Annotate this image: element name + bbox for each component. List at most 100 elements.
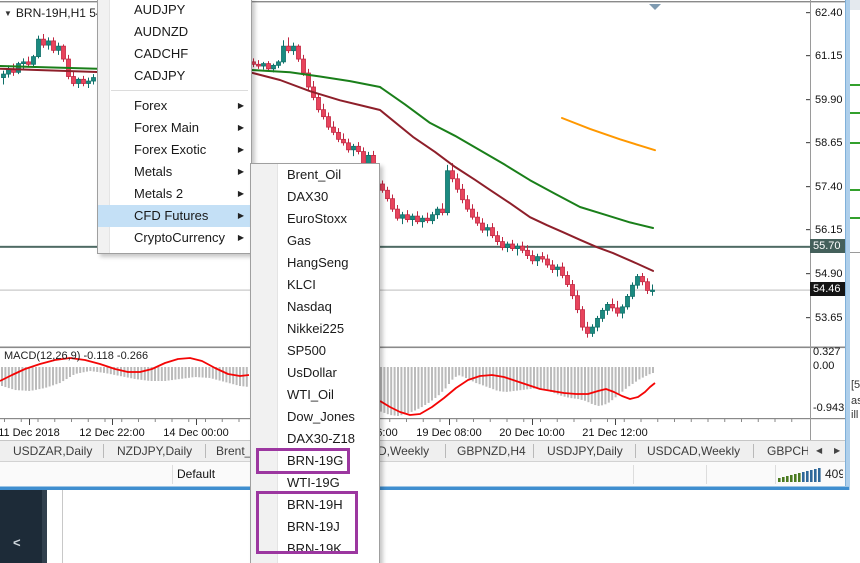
window-right-border (845, 0, 850, 490)
macd-tick-label: 0.00 (813, 360, 835, 372)
price-tick-label: 57.40 (815, 181, 843, 193)
background-chart-dash (850, 189, 860, 191)
menu-item-cryptocurrency[interactable]: CryptoCurrency ▶ (98, 227, 251, 249)
menu-item-brn-19g[interactable]: BRN-19G (287, 453, 344, 468)
menu-item-metals[interactable]: Metals ▶ (98, 161, 251, 183)
chart-tab-gbpnzd-h4[interactable]: GBPNZD,H4 (457, 444, 526, 458)
menu-item-gas[interactable]: Gas (287, 233, 311, 248)
ma-slow-green (0, 65, 654, 229)
menu-item-dow-jones[interactable]: Dow_Jones (287, 409, 355, 424)
price-tick-label: 56.15 (815, 224, 843, 236)
menu-item-nikkei225[interactable]: Nikkei225 (287, 321, 345, 336)
chart-title: ▼BRN-19H,H1 54.3 (4, 6, 98, 20)
time-tick-label: 20 Dec 10:00 (499, 427, 565, 439)
annotation-box-brn19hjk (256, 491, 358, 554)
price-tick-label: 61.15 (815, 50, 843, 62)
background-text-fragment: [5 (851, 379, 860, 391)
price-tick-label: 54.90 (815, 268, 843, 280)
menu-item-cfd-futures[interactable]: CFD Futures ▶ (98, 205, 251, 227)
chart-tab-usdzar-daily[interactable]: USDZAR,Daily (13, 444, 93, 458)
menu-item-brn-19h[interactable]: BRN-19H (287, 497, 343, 512)
menu-item-cadjpy[interactable]: CADJPY (134, 68, 186, 83)
price-axis[interactable]: 62.40 61.15 59.90 58.65 57.40 56.15 54.90 53.65… (806, 0, 849, 440)
tab-separator (205, 444, 206, 458)
menu-item-brn-19j[interactable]: BRN-19J (287, 519, 340, 534)
chart-tab-d-weekly[interactable]: D,Weekly (378, 444, 430, 458)
time-tick-label: 19 Dec 08:00 (416, 427, 482, 439)
menu-item-hangseng[interactable]: HangSeng (287, 255, 349, 270)
background-divider-line (62, 489, 63, 563)
menu-item-eurostoxx[interactable]: EuroStoxx (287, 211, 347, 226)
background-sidebar-edge (42, 489, 47, 563)
tab-separator (533, 444, 534, 458)
background-window-strip: [5 as ill (849, 0, 860, 490)
macd-tick-label: 0.327 (813, 346, 841, 358)
price-badge-55.70: 55.70 (810, 239, 849, 253)
menu-item-usdollar[interactable]: UsDollar (287, 365, 337, 380)
desktop-area: < (0, 489, 860, 563)
menu-item-wti-oil[interactable]: WTI_Oil (287, 387, 334, 402)
background-chart-dash (850, 84, 860, 86)
submenu-arrow-icon: ▶ (237, 145, 244, 154)
price-tick-label: 58.65 (815, 137, 843, 149)
menu-item-audjpy[interactable]: AUDJPY (134, 2, 186, 17)
chart-tab-nzdjpy-daily[interactable]: NZDJPY,Daily (117, 444, 193, 458)
menu-item-sp500[interactable]: SP500 (287, 343, 327, 358)
submenu-arrow-icon: ▶ (237, 233, 244, 242)
submenu-arrow-icon: ▶ (237, 189, 244, 198)
cfd-futures-submenu: Brent_Oil DAX30 EuroStoxx Gas HangSeng KLCI Na… (250, 163, 380, 563)
background-text-fragment: as (851, 395, 860, 407)
menu-item-metals-2[interactable]: Metals 2 ▶ (98, 183, 251, 205)
background-gray-dash (850, 252, 860, 253)
tab-scroll-left-icon[interactable]: ◀ (816, 446, 823, 455)
connection-strength-icon (778, 468, 821, 482)
chart-symbol-label: BRN-19H,H1 54.3 (15, 6, 98, 20)
tab-separator (445, 444, 446, 458)
profile-label[interactable]: Default (177, 467, 216, 481)
menu-item-forex-main[interactable]: Forex Main ▶ (98, 117, 251, 139)
chart-tab-gbpchf[interactable]: GBPCHF (767, 444, 808, 458)
ma-fast-maroon (0, 67, 654, 272)
collapse-chevron-icon[interactable]: < (13, 535, 21, 550)
macd-indicator-label: MACD(12,26,9) -0.118 -0.266 (4, 350, 149, 362)
chart-dropdown-icon[interactable]: ▼ (4, 9, 12, 18)
time-tick-label: 21 Dec 12:00 (582, 427, 648, 439)
status-bar: Default 409 (0, 461, 845, 487)
chart-tab-brent-[interactable]: Brent_ (216, 444, 252, 458)
menu-item-dax30-z18[interactable]: DAX30-Z18 (287, 431, 355, 446)
menu-icon-gutter (251, 164, 278, 563)
time-tick-label: 11 Dec 2018 (0, 427, 60, 439)
menu-item-forex-exotic[interactable]: Forex Exotic ▶ (98, 139, 251, 161)
menu-item-audnzd[interactable]: AUDNZD (134, 24, 189, 39)
menu-item-klci[interactable]: KLCI (287, 277, 316, 292)
background-sidebar-panel (0, 489, 42, 563)
chart-tab-usdjpy-daily[interactable]: USDJPY,Daily (547, 444, 623, 458)
menu-item-nasdaq[interactable]: Nasdaq (287, 299, 332, 314)
tab-separator (103, 444, 104, 458)
menu-item-cadchf[interactable]: CADCHF (134, 46, 189, 61)
menu-item-dax30[interactable]: DAX30 (287, 189, 329, 204)
status-separator (706, 465, 707, 484)
time-tick-label: 12 Dec 22:00 (79, 427, 145, 439)
candlestick-chart[interactable] (0, 0, 845, 440)
menu-item-wti-19g[interactable]: WTI-19G (287, 475, 340, 490)
price-badge-54.46: 54.46 (810, 282, 849, 296)
background-text-fragment: ill (851, 409, 859, 421)
trendline-orange (561, 117, 656, 152)
status-separator (172, 465, 173, 484)
symbols-context-menu: AUDJPY AUDNZD CADCHF CADJPY Forex ▶ Forex Main… (97, 0, 252, 254)
menu-item-forex[interactable]: Forex ▶ (98, 95, 251, 117)
price-tick-label: 62.40 (815, 7, 843, 19)
tab-separator (635, 444, 636, 458)
price-tick-label: 59.90 (815, 94, 843, 106)
background-chart-dash (850, 142, 860, 144)
status-separator (633, 465, 634, 484)
submenu-arrow-icon: ▶ (237, 123, 244, 132)
submenu-arrow-icon: ▶ (237, 101, 244, 110)
menu-item-brent-oil[interactable]: Brent_Oil (287, 167, 342, 182)
time-tick-label: 14 Dec 00:00 (163, 427, 229, 439)
tab-scroll-right-icon[interactable]: ▶ (834, 446, 841, 455)
chart-tab-usdcad-weekly[interactable]: USDCAD,Weekly (647, 444, 741, 458)
